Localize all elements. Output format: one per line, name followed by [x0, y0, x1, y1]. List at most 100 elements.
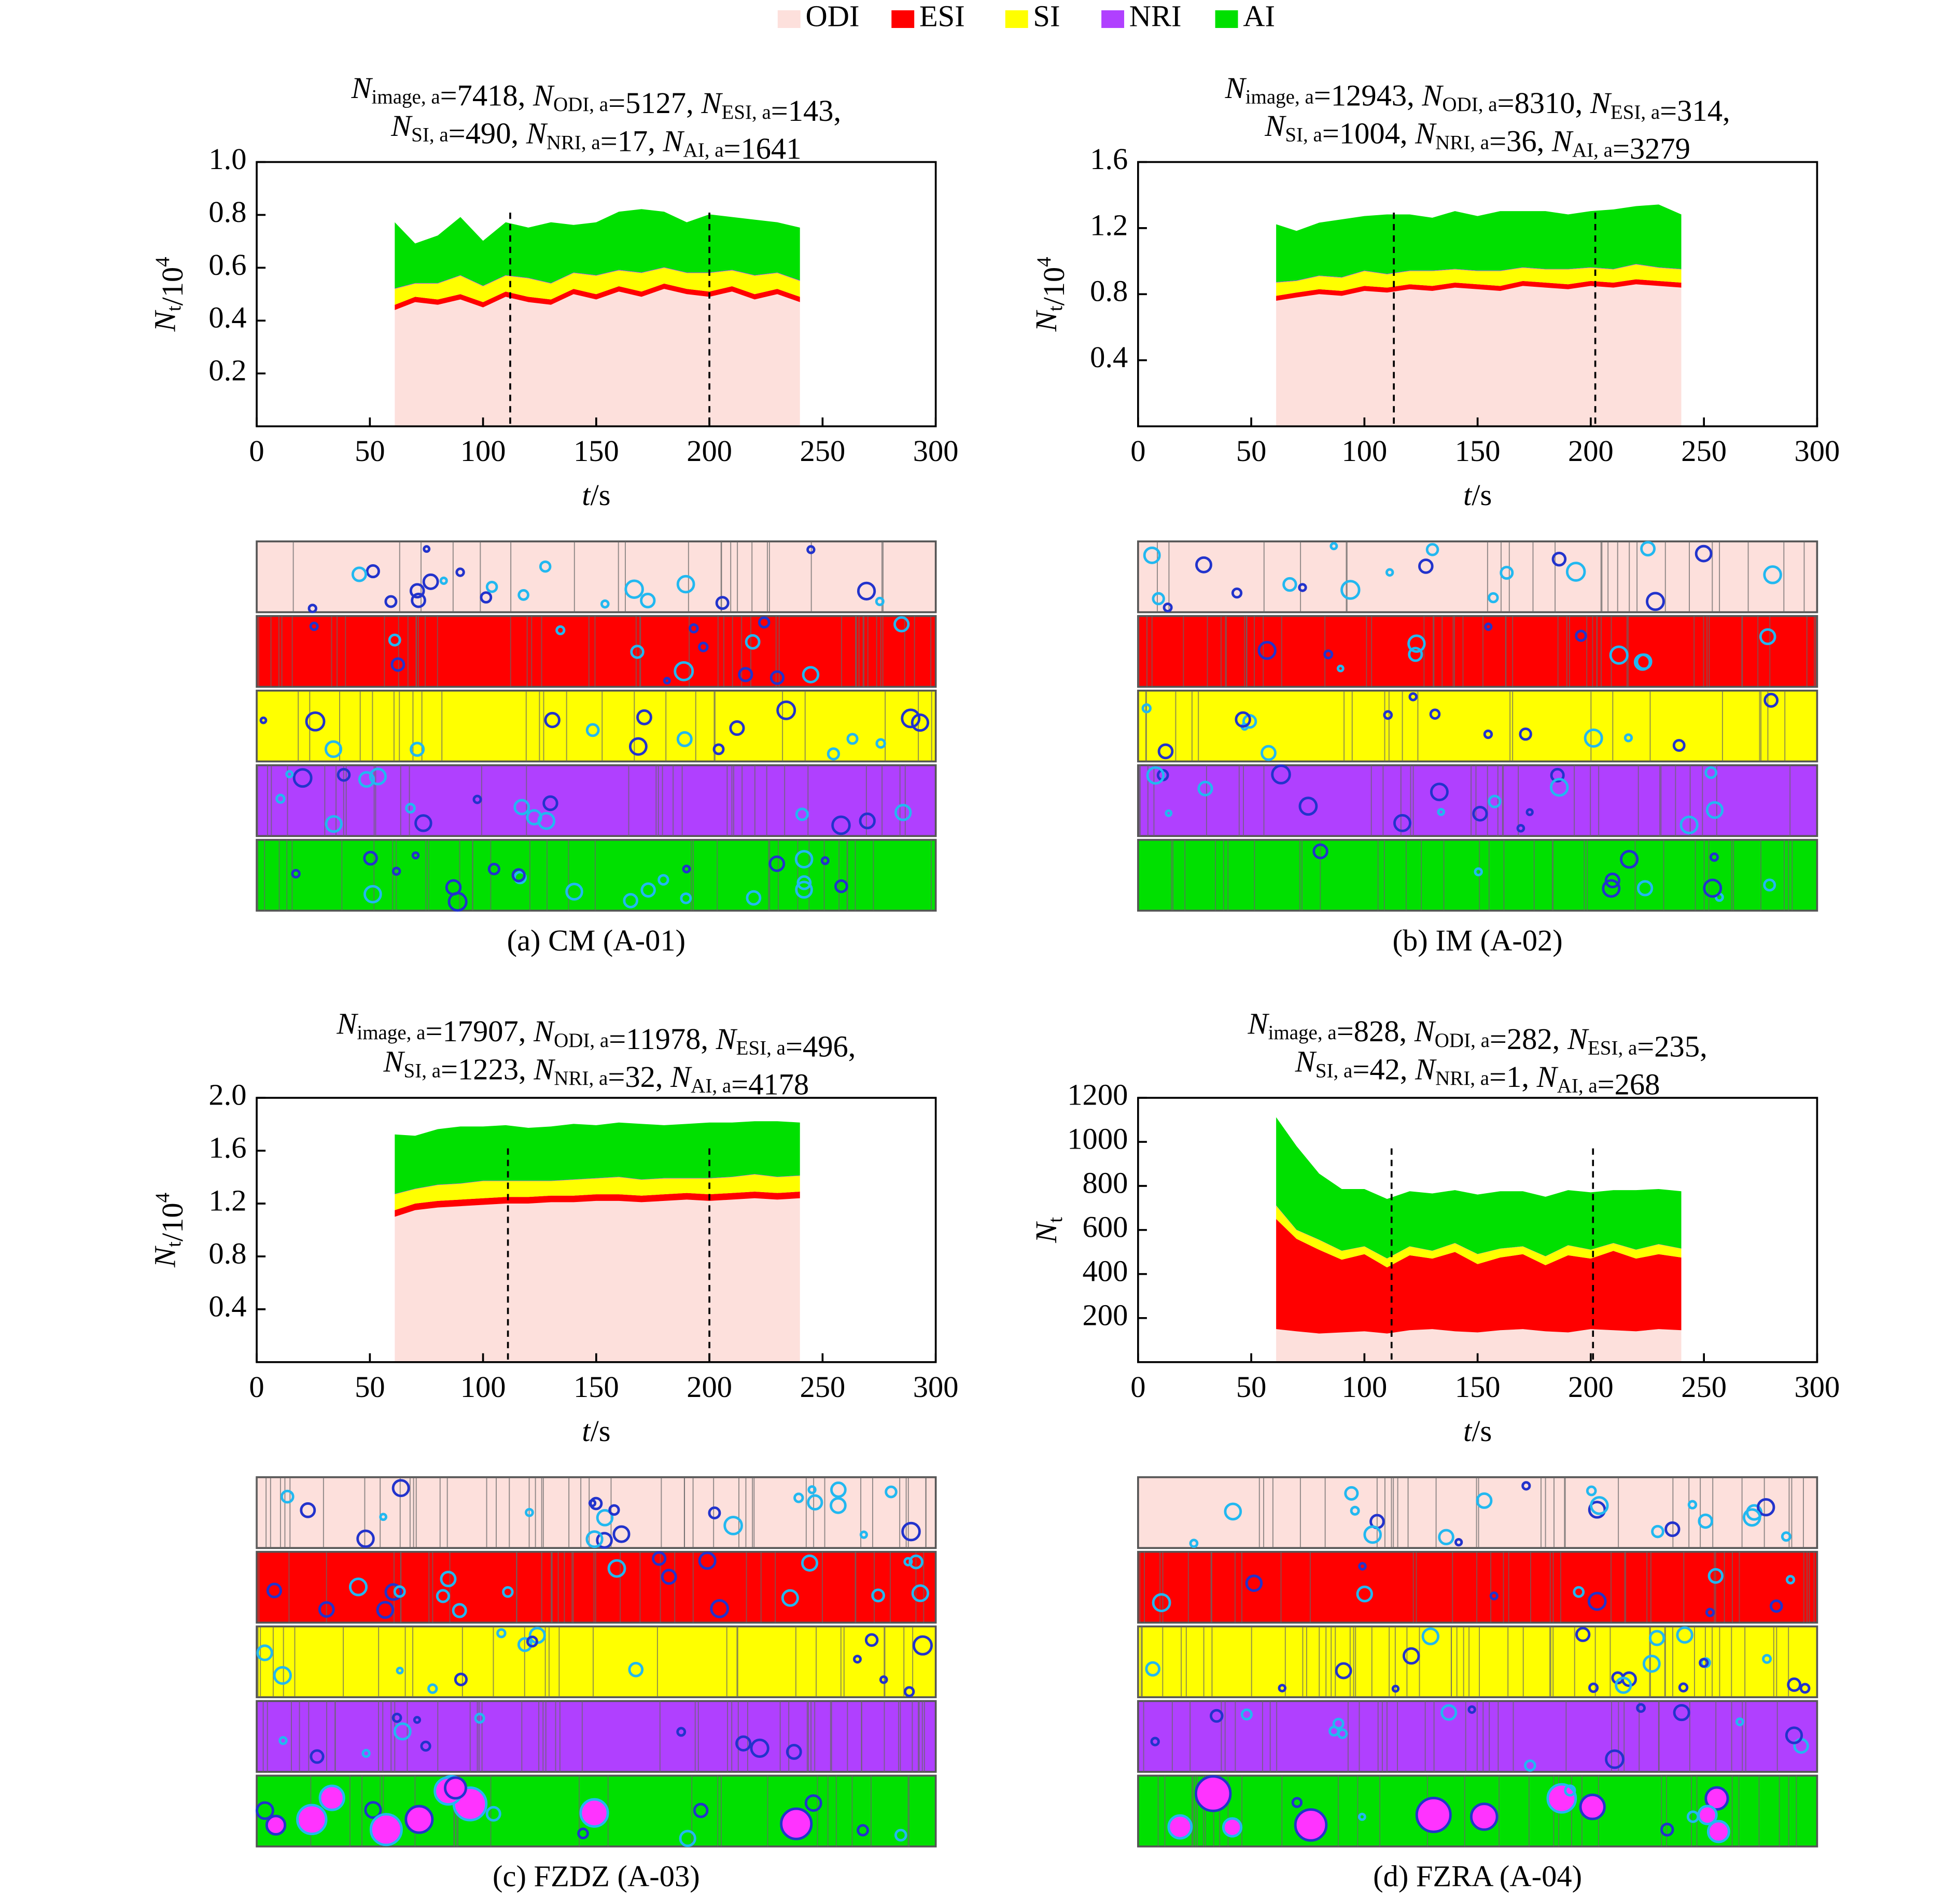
y-tick-label: 0.4	[208, 1289, 246, 1323]
strip-particle	[1742, 1508, 1761, 1527]
y-tick-label: 1.2	[208, 1183, 246, 1217]
strip-particle	[1344, 1486, 1359, 1501]
y-tick-label: 800	[1083, 1166, 1128, 1199]
chart-title: Nimage, a=17907, NODI, a=11978, NESI, a=…	[336, 1007, 856, 1064]
strip-particle	[1358, 1562, 1367, 1571]
strip-particle	[795, 807, 809, 821]
strip-particle	[1194, 1775, 1232, 1812]
symbol: N	[1551, 124, 1574, 158]
label-text: =1641	[724, 132, 802, 165]
strip-particle	[413, 1716, 422, 1724]
strip-particle	[502, 1586, 514, 1598]
strip-particle	[698, 641, 709, 652]
strip-particle	[680, 892, 692, 904]
strip-particle	[1418, 558, 1434, 574]
y-tick-label: 0.8	[208, 195, 246, 229]
strip-particle	[1799, 1683, 1811, 1694]
strip-particle	[723, 1516, 743, 1535]
strip-particle	[1425, 543, 1439, 556]
x-tick-label: 300	[913, 1370, 959, 1404]
strip-particle	[689, 623, 699, 634]
strip-particle	[1437, 808, 1446, 816]
x-axis-label: t/s	[1463, 1414, 1492, 1448]
strip-particle	[390, 657, 405, 672]
strip-particle	[1565, 562, 1586, 582]
x-tick-label: 50	[355, 1370, 385, 1404]
strip-particle	[1298, 796, 1318, 816]
strip-particle	[1407, 634, 1426, 653]
label-text: =42,	[1352, 1053, 1415, 1086]
label-text: /s	[590, 479, 610, 512]
strip-particle	[275, 793, 286, 804]
strip-particle	[1698, 1513, 1713, 1529]
strip-particle	[369, 1813, 403, 1847]
y-tick-label: 1.2	[1090, 208, 1128, 242]
subscript: ODI, a	[554, 1029, 609, 1052]
legend-swatch	[777, 10, 801, 28]
strip-particle	[285, 770, 294, 778]
strip-particle	[1664, 1521, 1681, 1537]
subscript: NRI, a	[1435, 1067, 1489, 1089]
strip-particle	[676, 1727, 687, 1737]
strip-particle	[396, 1667, 404, 1675]
strip-particle	[746, 890, 762, 906]
strip-particle	[676, 731, 693, 747]
x-tick-label: 150	[1455, 434, 1501, 468]
strip-bg	[1137, 1550, 1818, 1624]
strip-particle	[1521, 1481, 1531, 1491]
area	[1276, 204, 1682, 427]
strip-particle	[859, 812, 876, 830]
strip-particle	[875, 596, 885, 606]
strip-particle	[657, 874, 669, 886]
panel: Nimage, a=12943, NODI, a=8310, NESI, a=3…	[1030, 71, 1840, 957]
strip-particle	[1705, 1608, 1715, 1617]
strip-particle	[588, 1499, 597, 1507]
strip-particle	[1489, 1591, 1499, 1601]
strip-particle	[414, 814, 432, 832]
strip-particle	[758, 616, 771, 629]
label-text: =314,	[1660, 94, 1730, 128]
strip-particle	[280, 1489, 295, 1504]
strip-particle	[1676, 1626, 1693, 1644]
y-axis-label: Nt/104	[1030, 257, 1071, 332]
strip-particle	[1648, 1630, 1665, 1646]
strip-particle	[1385, 568, 1394, 577]
y-tick-label: 2.0	[208, 1078, 246, 1112]
strip-particle	[1605, 1749, 1625, 1769]
strip-particle	[1575, 630, 1587, 642]
strip-bg	[256, 615, 937, 688]
strip-particle	[859, 1530, 868, 1539]
image-strip	[1137, 1774, 1818, 1848]
strip-bg	[1137, 764, 1818, 837]
strip-particle	[768, 855, 786, 872]
strip-particle	[750, 1738, 769, 1758]
strip-particle	[376, 1601, 395, 1619]
strip-particle	[411, 593, 426, 608]
strip-particle	[600, 599, 610, 609]
strip-particle	[804, 1794, 822, 1812]
caption: (c) FZDZ (A-03)	[493, 1860, 700, 1893]
strip-particle	[1704, 1786, 1729, 1811]
strip-particle	[786, 1744, 802, 1760]
subscript: NRI, a	[554, 1067, 608, 1089]
strip-particle	[1687, 1500, 1698, 1509]
strip-particle	[526, 809, 542, 826]
x-axis-label: t/s	[1463, 479, 1492, 512]
y-tick-label: 0.8	[208, 1236, 246, 1270]
strip-particle	[384, 1583, 402, 1601]
label-text: /10	[156, 267, 189, 306]
strip-particle	[1588, 1501, 1606, 1519]
strip-particle	[1615, 1676, 1632, 1694]
strip-particle	[318, 1601, 335, 1618]
strip-particle	[607, 1559, 626, 1578]
x-tick-label: 50	[1236, 434, 1267, 468]
strip-particle	[893, 616, 910, 633]
panel: Nimage, a=7418, NODI, a=5127, NESI, a=14…	[148, 71, 959, 957]
chart-title: NSI, a=1004, NNRI, a=36, NAI, a=3279	[1264, 109, 1690, 165]
y-tick-label: 0.4	[1090, 340, 1128, 374]
strip-particle	[1703, 878, 1723, 898]
strip-particle	[472, 794, 482, 804]
chart-title: NSI, a=1223, NNRI, a=32, NAI, a=4178	[383, 1045, 809, 1101]
label-text: /10	[1037, 267, 1071, 306]
x-axis-label: t/s	[582, 479, 610, 512]
